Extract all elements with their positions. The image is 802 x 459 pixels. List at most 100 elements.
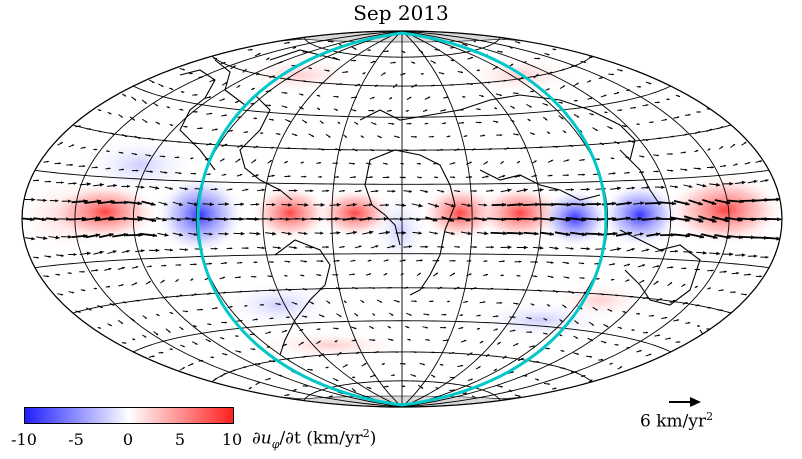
flow-arrow <box>684 113 691 116</box>
flow-arrow <box>429 300 434 303</box>
flow-arrow <box>706 166 714 169</box>
flow-arrow <box>476 314 481 317</box>
flow-arrow <box>243 131 249 134</box>
flow-arrow <box>241 188 249 192</box>
flow-arrow <box>360 135 364 138</box>
flow-arrow <box>526 316 532 320</box>
flow-arrow <box>333 95 339 98</box>
flow-arrow <box>420 72 424 75</box>
graticule-line <box>34 253 770 269</box>
flow-arrow <box>158 201 168 206</box>
flow-arrow <box>353 121 359 125</box>
flow-arrow <box>135 249 145 253</box>
flow-arrow <box>221 173 227 176</box>
flow-arrow <box>93 182 104 187</box>
flow-arrow <box>653 280 659 285</box>
flow-arrow <box>592 306 598 311</box>
flow-arrow <box>111 200 129 205</box>
flow-arrow <box>145 280 152 285</box>
flow-arrow <box>378 230 391 235</box>
flow-arrow <box>673 233 690 238</box>
flow-arrow <box>346 203 357 207</box>
flow-arrow <box>506 231 524 236</box>
flow-arrow <box>149 186 160 190</box>
flow-arrow <box>626 186 636 190</box>
flow-arrow <box>68 253 77 257</box>
flow-arrow <box>410 135 418 138</box>
flow-arrow <box>707 269 714 272</box>
graticule-line <box>34 169 770 185</box>
flow-arrow <box>516 245 528 250</box>
flow-arrow <box>234 202 245 207</box>
flow-arrow <box>433 176 438 179</box>
flow-arrow <box>532 188 544 192</box>
flow-arrow <box>666 266 674 269</box>
flow-arrow <box>44 180 52 183</box>
flow-arrow <box>106 150 110 153</box>
flow-arrow <box>281 231 292 236</box>
flow-arrow <box>433 272 439 277</box>
flow-arrow <box>265 203 276 207</box>
flow-arrow <box>367 259 372 262</box>
flow-arrow <box>562 174 569 177</box>
flow-arrow <box>475 121 482 124</box>
flow-arrow <box>467 56 474 60</box>
flow-arrow <box>729 291 736 294</box>
flow-arrow <box>155 313 160 317</box>
flow-arrow <box>446 135 451 138</box>
flow-arrow <box>744 161 751 165</box>
flow-arrow <box>764 197 781 202</box>
flow-arrow <box>301 119 308 124</box>
flow-arrow <box>467 378 473 382</box>
flow-arrow <box>719 270 727 274</box>
flow-arrow <box>516 160 521 164</box>
flow-arrow <box>337 121 341 125</box>
flow-arrow <box>236 261 243 264</box>
flow-arrow <box>594 158 600 161</box>
flow-arrow <box>146 265 152 268</box>
flow-arrow <box>164 248 174 252</box>
flow-arrow <box>512 133 519 136</box>
flow-arrow <box>84 199 102 205</box>
flow-arrow <box>188 232 198 236</box>
flow-arrow <box>653 170 659 173</box>
flow-arrow <box>141 200 156 206</box>
flow-arrow <box>91 269 99 272</box>
flow-arrow <box>538 202 556 207</box>
flow-arrow <box>169 311 174 315</box>
flow-arrow <box>460 231 472 236</box>
flow-arrow <box>389 97 393 100</box>
flow-arrow <box>354 245 362 249</box>
flow-arrow <box>187 362 194 367</box>
flow-arrow <box>351 376 356 379</box>
flow-arrow <box>93 148 98 151</box>
flow-arrow <box>696 183 707 188</box>
flow-arrow <box>598 358 604 361</box>
flow-arrow <box>463 300 468 303</box>
flow-arrow <box>235 158 241 163</box>
flow-arrow <box>211 307 218 310</box>
flow-arrow <box>142 334 147 338</box>
flow-arrow <box>559 85 566 90</box>
graticule-line <box>303 380 501 401</box>
flow-arrow <box>332 377 339 382</box>
flow-arrow <box>179 108 184 111</box>
flow-arrow <box>411 300 417 303</box>
flow-arrow <box>740 293 748 296</box>
flow-arrow <box>675 341 681 344</box>
flow-arrow <box>588 321 595 327</box>
flow-arrow <box>617 366 623 370</box>
flow-arrow <box>283 41 290 44</box>
flow-arrow <box>639 155 645 158</box>
flow-arrow <box>118 284 124 287</box>
flow-arrow <box>399 362 406 365</box>
flow-arrow <box>547 174 553 177</box>
flow-arrow <box>549 246 559 250</box>
flow-arrow <box>221 353 228 356</box>
flow-arrow <box>616 201 632 206</box>
flow-arrow <box>265 57 270 61</box>
flow-arrow <box>370 245 379 249</box>
flow-arrow <box>343 300 347 304</box>
flow-arrow <box>696 251 707 255</box>
flow-arrow <box>118 114 124 118</box>
